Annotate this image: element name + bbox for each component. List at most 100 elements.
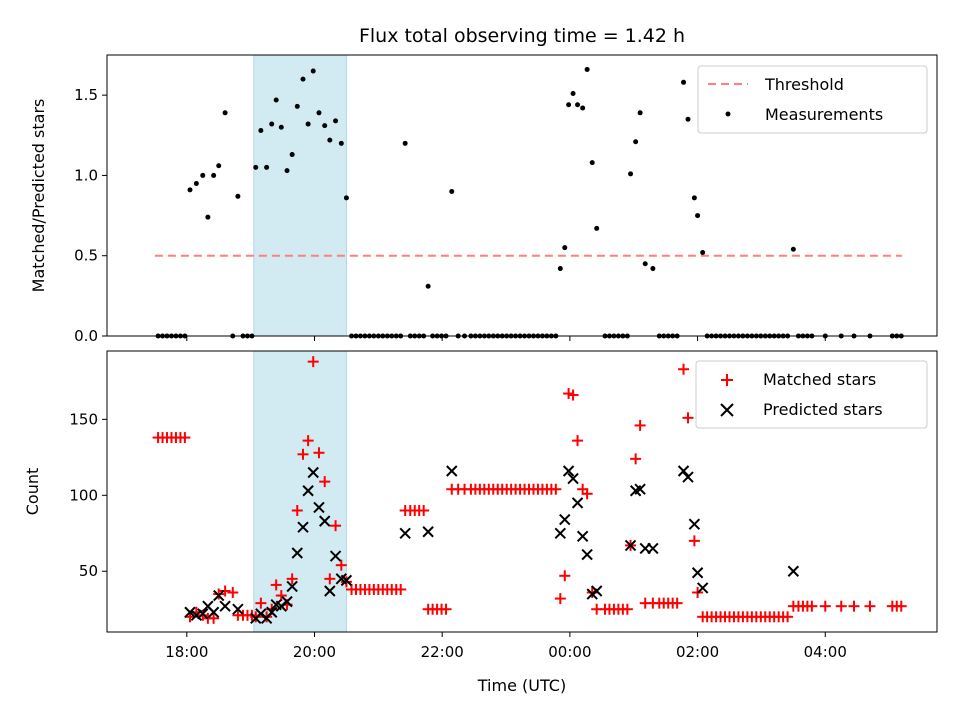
measurement-point xyxy=(449,188,455,194)
matched-star-marker xyxy=(297,448,309,460)
measurement-point xyxy=(594,225,600,231)
matched-star-marker xyxy=(567,389,579,401)
legend-box xyxy=(697,65,928,134)
x-tick-label: 22:00 xyxy=(421,643,464,661)
legend-matched-swatch xyxy=(721,374,733,386)
predicted-star-marker xyxy=(213,589,225,602)
legend-box xyxy=(695,360,928,429)
matched-star-marker xyxy=(678,363,690,375)
x-tick-label: 04:00 xyxy=(804,643,847,661)
predicted-star-marker xyxy=(562,465,575,477)
top-panel: Flux total observing time = 1.42 h 0.00.… xyxy=(29,25,938,345)
measurement-point xyxy=(333,118,339,124)
predicted-star-marker xyxy=(324,585,336,597)
matched-star-marker xyxy=(395,583,407,595)
y-tick-label: 0.5 xyxy=(74,247,98,265)
matched-star-marker xyxy=(255,597,267,609)
y-axis-label: Matched/Predicted stars xyxy=(29,99,48,293)
y-tick-label: 150 xyxy=(69,410,98,428)
measurement-point xyxy=(310,68,316,74)
x-axis-label: Time (UTC) xyxy=(477,676,566,695)
x-axis-ticks xyxy=(186,336,826,341)
legend-predicted-swatch xyxy=(720,403,734,417)
measurement-point xyxy=(637,110,643,116)
predicted-star-marker xyxy=(219,600,231,612)
measurement-point xyxy=(343,195,349,201)
x-axis-ticks: 18:00 20:00 22:00 00:00 02:00 04:00 xyxy=(165,632,847,661)
measurement-point xyxy=(316,110,322,116)
measurement-point xyxy=(695,213,701,219)
legend-measurements-swatch xyxy=(725,111,731,117)
matched-star-marker xyxy=(208,612,220,624)
matched-star-marker xyxy=(418,504,430,516)
predicted-star-marker xyxy=(184,606,196,618)
matched-star-marker xyxy=(864,600,876,612)
matched-star-marker xyxy=(250,611,262,623)
predicted-star-marker xyxy=(688,518,701,530)
measurement-point xyxy=(269,121,275,127)
predicted-star-marker xyxy=(197,608,209,620)
matched-star-marker xyxy=(572,435,584,447)
legend: Threshold Measurements xyxy=(697,65,928,134)
matched-star-marker xyxy=(634,419,646,431)
legend: Matched stars Predicted stars xyxy=(695,360,928,429)
measurement-point xyxy=(685,116,691,122)
measurement-point xyxy=(425,283,431,289)
matched-star-marker xyxy=(806,600,818,612)
predicted-star-marker xyxy=(554,527,567,539)
highlight-region xyxy=(253,350,347,633)
legend-predicted-label: Predicted stars xyxy=(763,400,883,419)
matched-star-marker xyxy=(559,570,571,582)
measurement-point xyxy=(650,266,656,272)
x-tick-label: 02:00 xyxy=(676,643,719,661)
measurement-point xyxy=(642,261,648,267)
measurement-point xyxy=(681,79,687,85)
measurement-point xyxy=(235,193,241,199)
matched-star-marker xyxy=(213,588,225,600)
matched-star-marker xyxy=(227,587,239,599)
measurement-point xyxy=(589,160,595,166)
predicted-star-marker xyxy=(559,513,571,526)
measurement-point xyxy=(575,102,581,108)
matched-star-marker xyxy=(275,590,287,602)
x-tick-label: 18:00 xyxy=(165,643,208,661)
y-axis-ticks: 50 100 150 xyxy=(69,410,107,580)
predicted-star-marker xyxy=(787,565,800,577)
matched-star-marker xyxy=(782,611,794,623)
measurement-point xyxy=(322,123,328,129)
measurement-point xyxy=(253,164,259,170)
measurement-point xyxy=(289,152,295,158)
predicted-star-marker xyxy=(634,483,646,495)
measurement-point xyxy=(327,137,333,143)
predicted-star-marker xyxy=(207,606,220,618)
y-tick-label: 1.0 xyxy=(74,166,98,184)
measurement-point xyxy=(222,110,228,116)
measurement-point xyxy=(216,163,222,169)
predicted-star-marker xyxy=(302,485,314,497)
measurement-point xyxy=(273,97,279,103)
matched-star-marker xyxy=(219,585,231,597)
predicted-star-marker xyxy=(576,530,589,543)
matched-star-marker xyxy=(895,600,907,612)
measurement-point xyxy=(211,172,217,178)
legend-threshold-label: Threshold xyxy=(764,75,844,94)
predicted-star-marker xyxy=(422,526,434,538)
measurement-point xyxy=(284,168,290,174)
measurement-point xyxy=(628,171,634,177)
predicted-star-marker xyxy=(319,515,331,527)
measurement-point xyxy=(294,103,300,109)
predicted-star-marker xyxy=(281,595,293,608)
y-axis-label: Count xyxy=(23,468,42,516)
matched-star-marker xyxy=(819,600,831,612)
predicted-star-marker xyxy=(232,603,244,615)
matched-stars-points xyxy=(152,356,907,624)
predicted-star-marker xyxy=(647,542,659,555)
matched-star-marker xyxy=(835,600,847,612)
predicted-star-marker xyxy=(590,585,603,597)
predicted-star-marker xyxy=(581,548,593,561)
matched-star-marker xyxy=(313,447,325,459)
matched-star-marker xyxy=(291,504,303,516)
matched-star-marker xyxy=(307,356,319,368)
measurement-point xyxy=(300,76,306,82)
